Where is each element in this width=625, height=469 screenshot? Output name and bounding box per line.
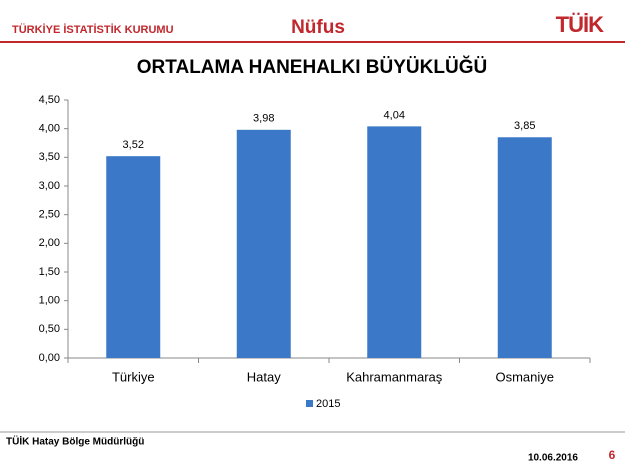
x-tick-label: Hatay — [247, 369, 281, 384]
logo: TÜİK — [556, 12, 604, 37]
bar — [236, 129, 291, 358]
y-tick-label: 2,00 — [39, 237, 60, 249]
chart-title: ORTALAMA HANEHALKI BÜYÜKLÜĞÜ — [137, 56, 487, 78]
footer-date: 10.06.2016 — [528, 453, 578, 464]
y-tick-label: 2,50 — [39, 209, 60, 221]
y-tick-label: 3,50 — [39, 151, 60, 163]
page-number: 6 — [609, 448, 616, 462]
bar — [497, 137, 552, 358]
y-tick-label: 1,50 — [39, 266, 60, 278]
data-label: 3,52 — [123, 139, 144, 151]
x-tick-label: Türkiye — [112, 369, 155, 384]
data-label: 4,04 — [384, 109, 405, 121]
y-tick-label: 4,50 — [39, 94, 60, 106]
x-tick-label: Kahramanmaraş — [346, 369, 443, 384]
section-title: Nüfus — [291, 17, 345, 38]
y-tick-label: 4,00 — [39, 123, 60, 135]
x-tick-label: Osmaniye — [495, 369, 554, 384]
bar — [106, 156, 161, 358]
y-tick-label: 0,50 — [39, 323, 60, 335]
y-tick-label: 0,00 — [39, 352, 60, 364]
legend-swatch — [306, 400, 313, 407]
data-label: 3,98 — [253, 113, 274, 125]
y-tick-label: 1,00 — [39, 295, 60, 307]
footer-office: TÜİK Hatay Bölge Müdürlüğü — [6, 435, 144, 448]
org-name: TÜRKİYE İSTATİSTİK KURUMU — [12, 23, 174, 36]
data-label: 3,85 — [514, 120, 535, 132]
legend-label: 2015 — [316, 398, 340, 410]
y-tick-label: 3,00 — [39, 180, 60, 192]
bar — [367, 126, 422, 358]
